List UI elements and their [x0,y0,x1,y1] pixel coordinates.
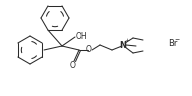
Text: O: O [86,45,92,53]
Text: N: N [119,41,127,50]
Text: +: + [124,38,130,43]
Text: OH: OH [76,32,88,41]
Text: −: − [174,36,180,41]
Text: Br: Br [168,38,177,48]
Text: O: O [70,60,76,70]
